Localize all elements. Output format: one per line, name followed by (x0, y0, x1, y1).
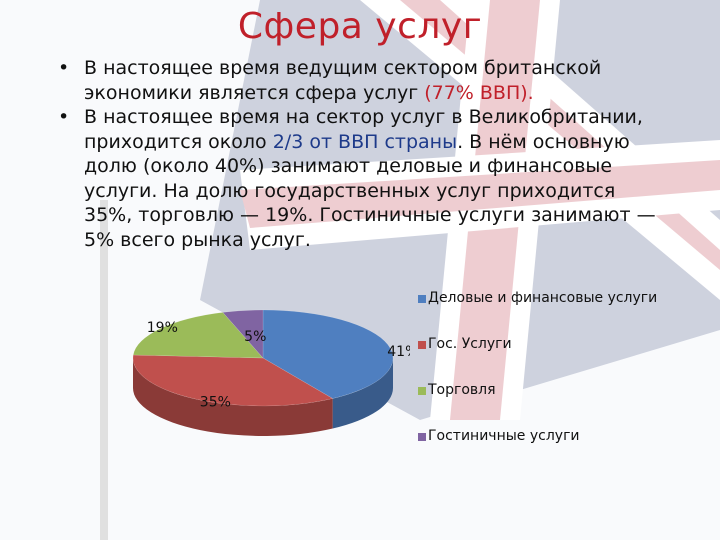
pie-slice-3 (132, 312, 264, 359)
legend-swatch (418, 341, 426, 349)
legend-label: Гос. Услуги (428, 336, 512, 352)
pie-slice-side-1 (332, 358, 393, 429)
legend-label: Деловые и финансовые услуги (428, 290, 658, 306)
data-label-4: 5% (244, 329, 266, 345)
legend-item-2: Гос. Услуги (418, 336, 512, 352)
data-label-3: 19% (147, 320, 178, 336)
legend-label: Гостиничные услуги (428, 428, 580, 444)
bullet-2-highlight: 2/3 от ВВП страны (272, 130, 458, 153)
legend-item-3: Торговля (418, 382, 496, 398)
legend-swatch (418, 295, 426, 303)
legend-item-4: Гостиничные услуги (418, 428, 580, 444)
legend-item-1: Деловые и финансовые услуги (418, 290, 657, 306)
pie-slice-4 (222, 309, 264, 359)
legend-swatch (418, 387, 426, 395)
legend-label: Торговля (428, 382, 496, 398)
data-label-1: 41% (387, 344, 410, 360)
bullet-2-text-before: В настоящее время на сектор услуг в Вели… (84, 106, 643, 153)
pie-slice-2 (132, 354, 334, 407)
bullet-dot: • (58, 57, 70, 79)
pie-chart: 41% 35% 19% 5% (132, 309, 410, 436)
bullet-2: • В настоящее время на сектор услуг в Ве… (58, 105, 668, 252)
pie-slice-1 (262, 309, 394, 399)
bullet-1: • В настоящее время ведущим сектором бри… (58, 56, 668, 105)
slide-title: Сфера услуг (237, 6, 483, 47)
bullet-dot: • (58, 106, 70, 128)
bullet-list: • В настоящее время ведущим сектором бри… (58, 56, 668, 252)
pie-slice-side-2 (133, 358, 333, 436)
bullet-1-text: В настоящее время ведущим сектором брита… (84, 57, 602, 104)
data-label-2: 35% (200, 395, 231, 411)
legend-swatch (418, 433, 426, 441)
bullet-2-text-after: . В нём основную долю (около 40%) занима… (84, 130, 656, 251)
bullet-1-highlight: (77% ВВП). (424, 81, 534, 104)
